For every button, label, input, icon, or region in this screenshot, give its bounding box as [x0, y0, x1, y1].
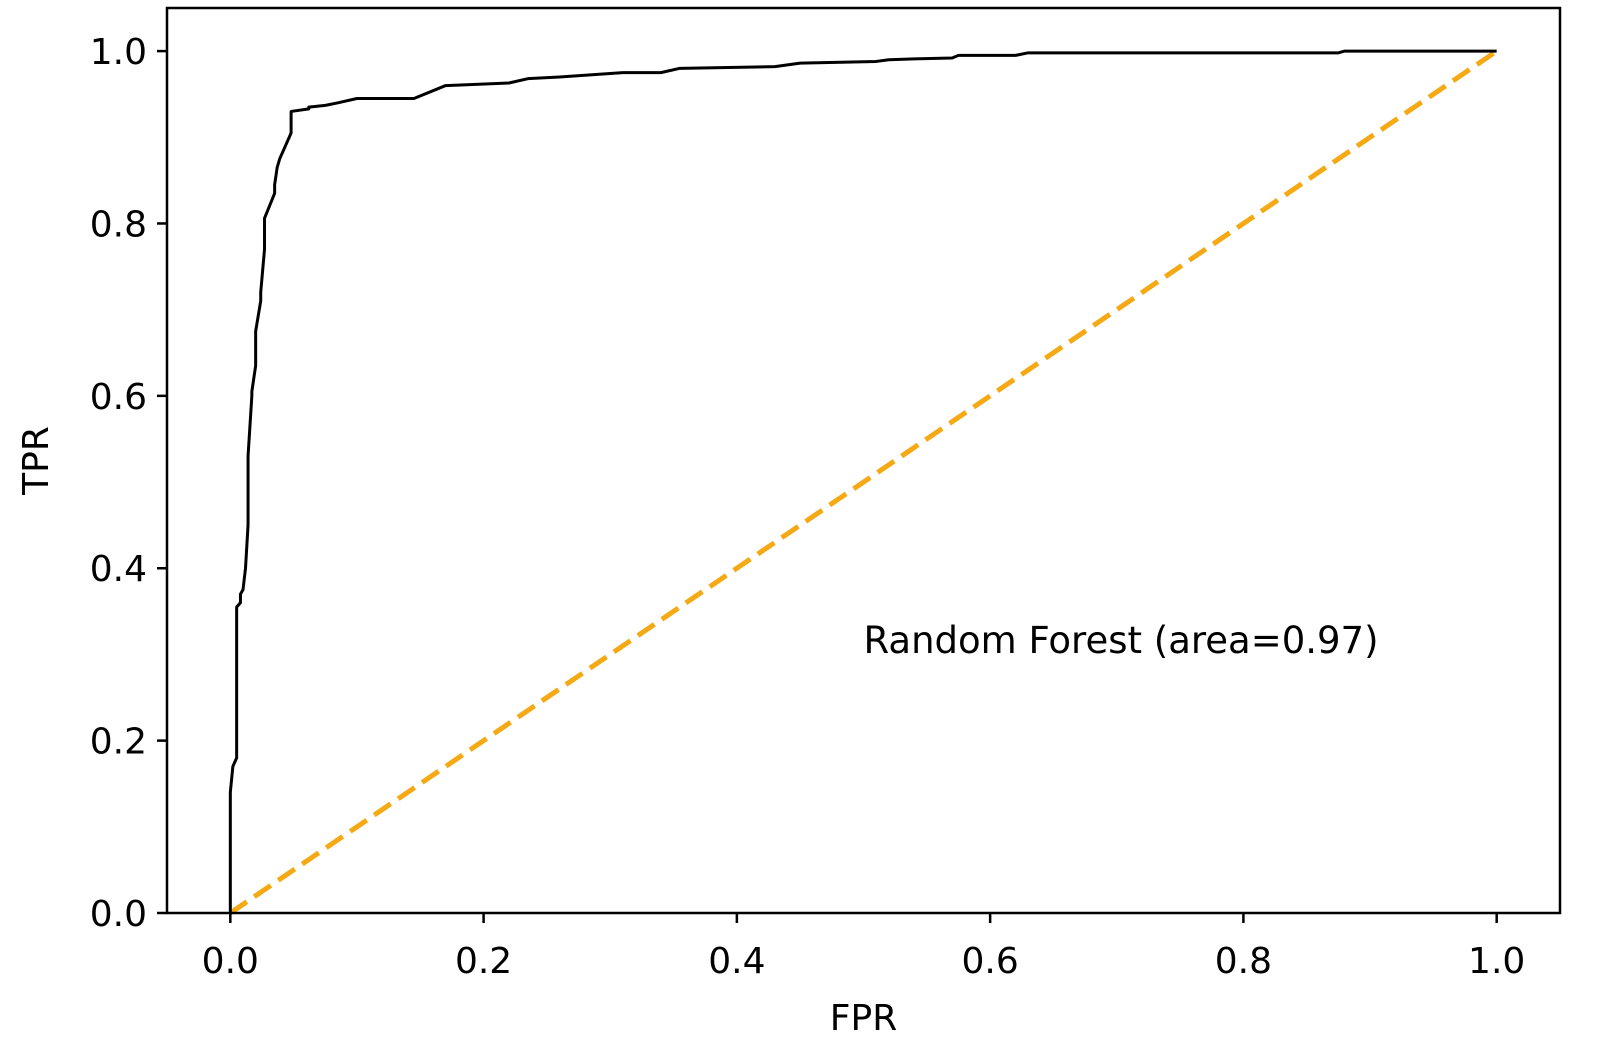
chart-annotation: Random Forest (area=0.97)	[864, 619, 1379, 662]
x-tick-label: 0.0	[202, 941, 259, 982]
roc-curve-line	[228, 49, 1497, 913]
x-tick-label: 0.4	[708, 941, 765, 982]
x-axis-label: FPR	[830, 998, 897, 1039]
y-tick-label: 0.2	[90, 722, 147, 763]
y-tick-label: 0.6	[90, 377, 147, 418]
y-tick-label: 0.8	[90, 204, 147, 245]
y-tick-label: 0.0	[90, 894, 147, 935]
y-tick-label: 0.4	[90, 549, 147, 590]
axes: 0.0 0.2 0.4 0.6 0.8 1.0 0.0 0.2 0.4 0.6 0.8 1.0	[90, 6, 1562, 982]
x-tick-label: 0.6	[962, 941, 1019, 982]
x-tick-label: 1.0	[1468, 941, 1525, 982]
plot-frame	[165, 6, 1562, 915]
y-axis-label: TPR	[16, 426, 57, 496]
chance-diagonal-line	[228, 49, 1499, 916]
x-tick-label: 0.8	[1215, 941, 1272, 982]
x-tick-label: 0.2	[455, 941, 512, 982]
y-tick-label: 1.0	[90, 32, 147, 73]
plot-area	[228, 49, 1499, 916]
